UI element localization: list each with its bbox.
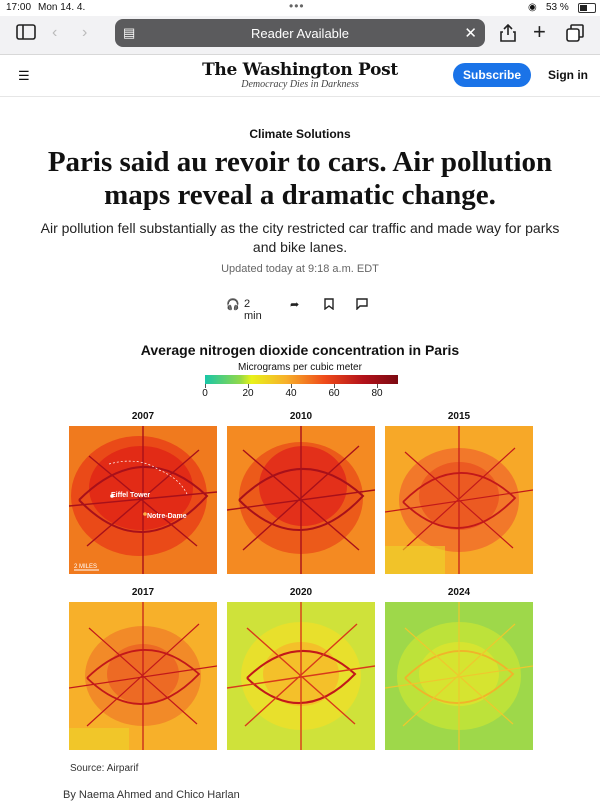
share-arrow-icon[interactable]: ➦ xyxy=(290,299,300,311)
sign-in-link[interactable]: Sign in xyxy=(548,68,588,82)
listen-duration[interactable]: 2 min xyxy=(244,298,262,322)
article-dek: Air pollution fell substantially as the … xyxy=(40,220,560,255)
landmark-label: Notre-Dame xyxy=(147,513,187,520)
pollution-map-2017 xyxy=(69,602,217,750)
map-year-label: 2024 xyxy=(447,587,471,598)
reader-icon[interactable]: ▤ xyxy=(123,25,136,40)
legend-tick-label: 60 xyxy=(328,388,340,399)
pollution-map-2024 xyxy=(385,602,533,750)
bookmark-icon[interactable] xyxy=(324,298,334,313)
color-scale-bar xyxy=(205,375,398,384)
pollution-map-2020 xyxy=(227,602,375,750)
battery-percent: 53 % xyxy=(546,2,569,13)
back-icon[interactable]: ‹ xyxy=(52,24,58,41)
comment-icon[interactable] xyxy=(356,298,368,313)
reader-available-label: Reader Available xyxy=(250,26,350,41)
new-tab-icon[interactable]: + xyxy=(533,19,546,44)
landmark-label: Eiffel Tower xyxy=(111,492,150,499)
map-year-label: 2017 xyxy=(131,587,155,598)
figure-title: Average nitrogen dioxide concentration i… xyxy=(140,342,460,358)
multitasking-dots-icon[interactable]: ••• xyxy=(289,0,305,13)
article-updated-time: Updated today at 9:18 a.m. EDT xyxy=(221,263,379,275)
share-icon[interactable] xyxy=(500,23,516,47)
article-byline[interactable]: By Naema Ahmed and Chico Harlan xyxy=(63,789,240,801)
status-bar: 17:00 Mon 14. 4. ••• ◉ 53 % xyxy=(0,0,600,16)
battery-icon xyxy=(578,3,596,13)
map-year-label: 2007 xyxy=(131,411,155,422)
browser-toolbar: ‹ › ▤ Reader Available ✕ + xyxy=(0,16,600,55)
wifi-icon: ◉ xyxy=(528,2,537,13)
legend-title: Micrograms per cubic meter xyxy=(238,362,362,373)
address-bar[interactable]: ▤ Reader Available ✕ xyxy=(115,19,485,47)
scale-label: 2 MILES xyxy=(74,564,97,570)
site-tagline: Democracy Dies in Darkness xyxy=(241,79,359,90)
pollution-map-2015 xyxy=(385,426,533,574)
legend-labels: 0 20 40 60 80 xyxy=(0,388,600,402)
sidebar-icon[interactable] xyxy=(16,24,36,45)
figure-source: Source: Airparif xyxy=(70,763,139,774)
site-header: ☰ The Washington Post Democracy Dies in … xyxy=(0,54,600,97)
site-masthead[interactable]: The Washington Post xyxy=(202,60,398,80)
map-year-label: 2020 xyxy=(289,587,313,598)
status-time: 17:00 xyxy=(6,2,32,13)
pollution-map-2010 xyxy=(227,426,375,574)
legend-tick-label: 80 xyxy=(371,388,383,399)
pollution-map-2007: Eiffel Tower Notre-Dame 2 MILES xyxy=(69,426,217,574)
status-date: Mon 14. 4. xyxy=(38,2,86,13)
legend-tick-label: 40 xyxy=(285,388,297,399)
legend-ticks xyxy=(205,384,398,390)
map-year-label: 2010 xyxy=(289,411,313,422)
tabs-icon[interactable] xyxy=(566,24,584,47)
close-icon[interactable]: ✕ xyxy=(464,25,477,42)
menu-search-icon[interactable]: ☰ xyxy=(18,68,30,83)
map-year-label: 2015 xyxy=(447,411,471,422)
headphones-icon[interactable]: 🎧 xyxy=(226,299,240,311)
legend-tick-label: 20 xyxy=(242,388,254,399)
article-headline: Paris said au revoir to cars. Air pollut… xyxy=(47,146,553,211)
forward-icon[interactable]: › xyxy=(82,24,88,41)
legend-tick-label: 0 xyxy=(202,388,208,399)
subscribe-button[interactable]: Subscribe xyxy=(453,63,531,87)
article-kicker[interactable]: Climate Solutions xyxy=(249,127,351,141)
